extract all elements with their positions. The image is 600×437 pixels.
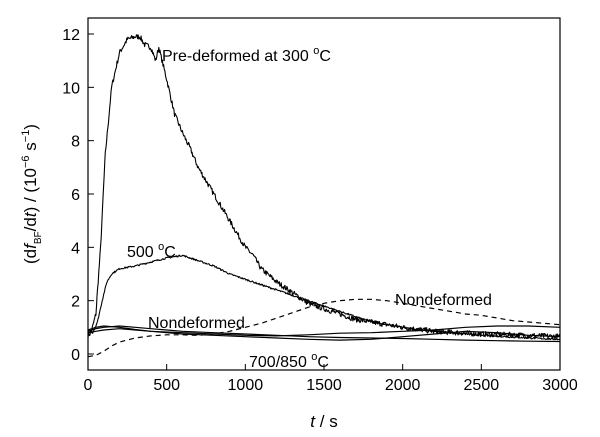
y-tick-label: 0 <box>71 347 80 364</box>
x-tick-label: 2000 <box>385 377 421 394</box>
x-tick-label: 1500 <box>306 377 342 394</box>
y-tick-label: 10 <box>62 80 80 97</box>
series-line-nondeformed <box>87 298 561 358</box>
series-line-c850 <box>87 325 561 337</box>
x-axis-title: t / s <box>310 412 337 431</box>
y-tick-label: 8 <box>71 134 80 151</box>
x-tick-label: 3000 <box>542 377 578 394</box>
annotation-500c: 500 oC <box>127 241 176 261</box>
series-line-c700 <box>87 325 561 343</box>
series-line-c700b <box>87 325 561 341</box>
y-tick-label: 12 <box>62 27 80 44</box>
x-tick-label: 500 <box>153 377 180 394</box>
y-axis: 0 2 4 6 8 10 12 <box>62 27 94 364</box>
series-line-pre300 <box>87 34 561 340</box>
annotation-nondeformed-right: Nondeformed <box>395 292 492 309</box>
y-tick-label: 2 <box>71 294 80 311</box>
x-tick-label: 2500 <box>464 377 500 394</box>
annotation-nondeformed-left: Nondeformed <box>148 315 245 332</box>
y-tick-label: 6 <box>71 187 80 204</box>
x-tick-label: 0 <box>84 377 93 394</box>
series-line-c500 <box>87 254 561 341</box>
annotation-pre-deformed-300: Pre-deformed at 300 oC <box>162 45 331 65</box>
series-layer <box>87 34 561 358</box>
x-axis: 0 500 1000 1500 2000 2500 3000 <box>84 364 578 394</box>
y-tick-label: 4 <box>71 240 80 257</box>
y-axis-title: (dfBF/dt) / (10−6 s−1) <box>20 124 44 264</box>
x-tick-label: 1000 <box>228 377 264 394</box>
annotation-700-850c: 700/850 oC <box>249 351 329 371</box>
